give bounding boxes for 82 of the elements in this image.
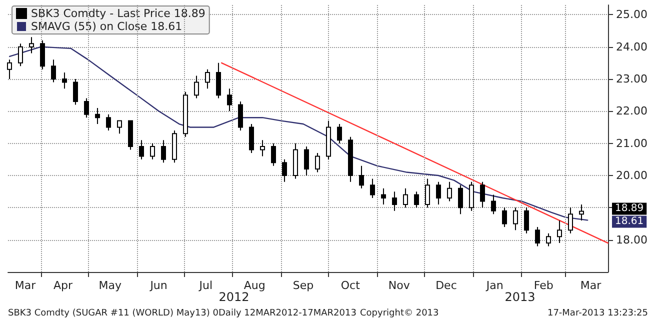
candlestick: [205, 68, 210, 90]
candlestick: [172, 130, 177, 164]
y-tick-label: 23.00: [616, 72, 648, 86]
text: SBK3 Comdty (SUGAR #11 (WORLD) May13) 0Daily 12MAR2012-17MAR2013: [8, 308, 356, 318]
x-tick-label: Nov: [388, 279, 410, 292]
candlestick: [392, 191, 397, 212]
candlestick: [469, 181, 474, 212]
candlestick: [73, 78, 78, 106]
candlestick: [524, 207, 529, 234]
x-tick-label: Dec: [436, 279, 457, 292]
x-tick-label: Jul: [198, 279, 213, 292]
x-tick-label: Jun: [149, 279, 168, 292]
candlestick: [62, 72, 67, 90]
y-tick-label: 24.00: [616, 40, 648, 54]
candlestick: [106, 114, 111, 131]
candlestick: [513, 207, 518, 231]
annotation: 18.61: [615, 216, 644, 228]
candlestick: [359, 165, 364, 189]
candlestick: [425, 178, 430, 208]
text: 17-Mar-2013 13:23:25: [547, 308, 648, 318]
candlestick: [161, 140, 166, 164]
candlestick: [260, 140, 265, 157]
candlestick: [579, 204, 584, 222]
x-tick-label: Apr: [53, 279, 73, 292]
text: 2012: [218, 290, 250, 304]
candlestick: [95, 107, 100, 125]
x-tick-label: Oct: [340, 279, 361, 292]
annotation: 18.89: [615, 203, 644, 214]
candlestick: [436, 181, 441, 205]
y-tick-label: 20.00: [616, 168, 648, 182]
candlestick: [139, 140, 144, 160]
candlestick: [502, 207, 507, 228]
line-series: [8, 46, 588, 221]
x-tick-label: Sep: [292, 279, 314, 292]
candlestick: [150, 142, 155, 160]
candlestick: [51, 59, 56, 83]
candlestick: [315, 152, 320, 173]
legend-label: SMAVG (55) on Close 18.61: [31, 20, 182, 33]
candlestick: [249, 124, 254, 154]
y-tick-label: 25.00: [616, 8, 648, 22]
candlestick: [18, 43, 23, 67]
text: Copyright© 2013: [360, 308, 439, 318]
candlestick: [227, 88, 232, 112]
candlestick: [216, 62, 221, 99]
text: 2013: [504, 290, 536, 304]
candlestick: [568, 207, 573, 234]
candlestick: [128, 120, 133, 150]
candlestick: [183, 91, 188, 138]
candlestick: [194, 75, 199, 99]
candlestick: [557, 220, 562, 244]
x-tick-label: Jan: [485, 279, 504, 292]
y-tick-label: 22.00: [616, 104, 648, 118]
candlestick: [117, 120, 122, 134]
candlestick: [535, 226, 540, 247]
candlestick: [480, 181, 485, 208]
candlestick: [326, 120, 331, 160]
candlestick: [337, 124, 342, 144]
candlestick: [271, 142, 276, 166]
candlestick: [381, 188, 386, 205]
candlestick: [40, 40, 45, 70]
candlestick: [304, 146, 309, 176]
y-tick-label: 21.00: [616, 136, 648, 150]
x-tick-label: Aug: [244, 279, 266, 292]
x-tick-label: May: [98, 279, 122, 292]
candlestick: [7, 59, 12, 80]
candlestick: [403, 188, 408, 208]
x-tick-label: Mar: [14, 279, 36, 292]
y-tick-label: 18.00: [616, 233, 648, 246]
candlestick: [546, 232, 551, 247]
candlestick: [491, 194, 496, 215]
candlestick: [458, 184, 463, 215]
candlestick: [238, 101, 243, 131]
candlestick: [29, 36, 34, 54]
candlestick: [84, 98, 89, 118]
candlestick: [293, 142, 298, 180]
candlestick: [348, 136, 353, 182]
candlestick: [282, 158, 287, 182]
x-tick-label: Feb: [534, 279, 554, 292]
candlestick: [370, 178, 375, 199]
x-tick-label: Mar: [580, 279, 602, 292]
candlestick: [447, 181, 452, 202]
candlestick: [414, 191, 419, 208]
